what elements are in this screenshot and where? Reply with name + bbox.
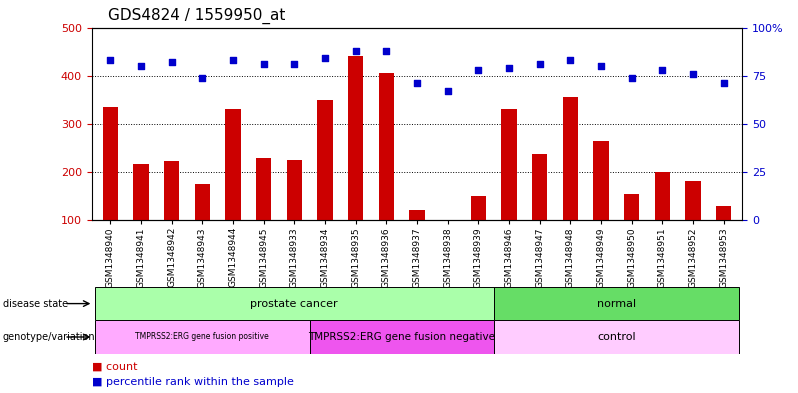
Text: ■ count: ■ count	[92, 362, 137, 371]
Bar	[494, 320, 739, 354]
Bar	[95, 287, 494, 320]
Bar	[716, 206, 732, 220]
Bar	[501, 109, 516, 220]
Point	[441, 88, 454, 94]
Bar	[494, 287, 739, 320]
Text: GDS4824 / 1559950_at: GDS4824 / 1559950_at	[108, 7, 285, 24]
Bar	[102, 107, 118, 220]
Text: normal: normal	[597, 299, 636, 309]
Bar	[563, 97, 578, 220]
Bar	[532, 154, 547, 220]
Point	[503, 65, 516, 71]
Point	[196, 74, 208, 81]
Point	[227, 57, 239, 63]
Point	[257, 61, 270, 67]
Bar	[225, 109, 240, 220]
Point	[350, 48, 362, 54]
Text: TMPRSS2:ERG gene fusion positive: TMPRSS2:ERG gene fusion positive	[136, 332, 269, 342]
Bar	[286, 160, 302, 220]
Text: ■ percentile rank within the sample: ■ percentile rank within the sample	[92, 377, 294, 387]
Point	[411, 80, 424, 86]
Point	[380, 48, 393, 54]
Bar	[318, 100, 333, 220]
Bar	[685, 181, 701, 220]
Bar	[378, 73, 394, 220]
Point	[533, 61, 546, 67]
Point	[288, 61, 301, 67]
Bar	[440, 220, 456, 263]
Point	[135, 63, 148, 69]
Bar	[594, 141, 609, 220]
Point	[595, 63, 607, 69]
Bar	[133, 164, 148, 220]
Point	[686, 71, 699, 77]
Bar	[95, 320, 310, 354]
Bar	[195, 184, 210, 220]
Point	[717, 80, 730, 86]
Point	[626, 74, 638, 81]
Point	[656, 67, 669, 73]
Text: disease state: disease state	[3, 299, 68, 309]
Point	[564, 57, 577, 63]
Point	[472, 67, 484, 73]
Bar	[471, 196, 486, 220]
Bar	[348, 57, 363, 220]
Text: control: control	[597, 332, 636, 342]
Bar	[654, 172, 670, 220]
Bar	[624, 194, 639, 220]
Bar	[409, 210, 425, 220]
Point	[318, 55, 331, 61]
Text: TMPRSS2:ERG gene fusion negative: TMPRSS2:ERG gene fusion negative	[308, 332, 495, 342]
Bar	[256, 158, 271, 220]
Bar	[164, 162, 180, 220]
Point	[165, 59, 178, 65]
Bar	[310, 320, 494, 354]
Text: prostate cancer: prostate cancer	[251, 299, 338, 309]
Text: genotype/variation: genotype/variation	[3, 332, 96, 342]
Point	[104, 57, 117, 63]
